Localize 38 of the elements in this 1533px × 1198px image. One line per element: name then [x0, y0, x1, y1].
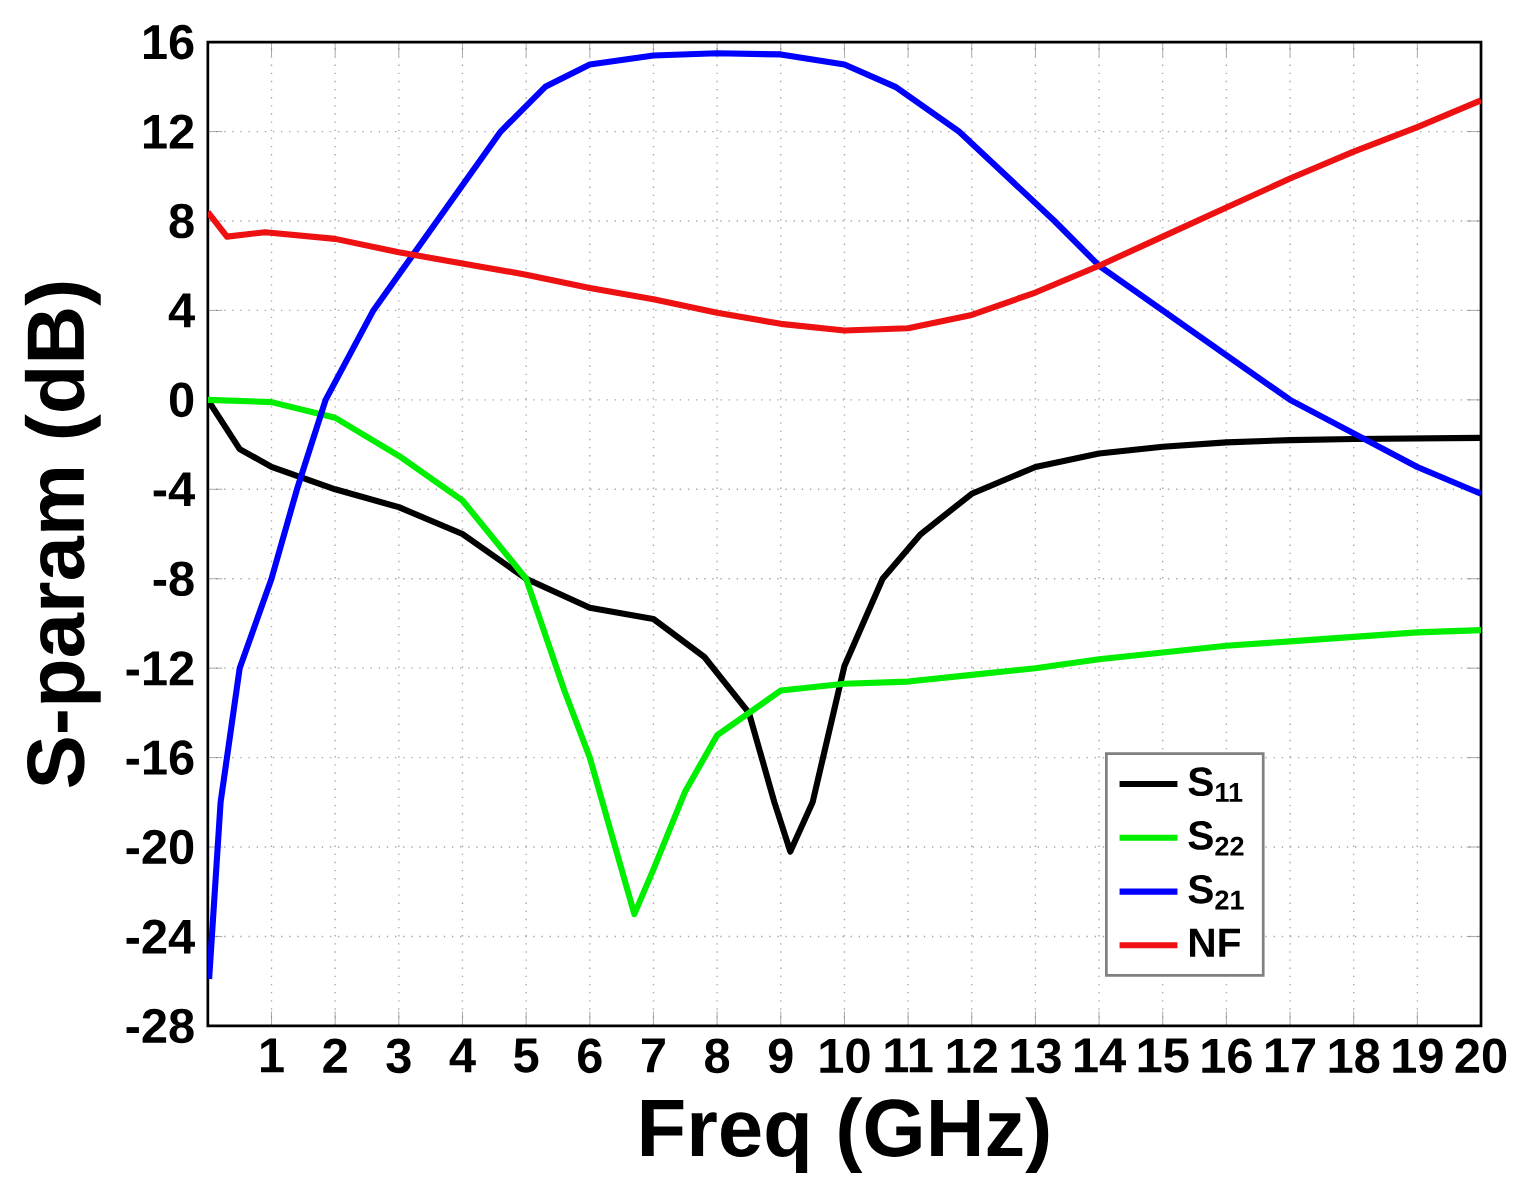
x-tick-label: 1	[261, 1038, 284, 1073]
y-tick-label: -24	[126, 919, 195, 954]
x-tick-label: 19	[1393, 1038, 1443, 1074]
legend-label: S$_{22}$	[1188, 821, 1244, 856]
y-tick-label: -12	[126, 651, 194, 686]
x-axis-title: Freq (GHz)	[641, 1097, 1049, 1174]
legend-label: NF	[1189, 928, 1240, 957]
x-tick-label: 8	[705, 1038, 730, 1074]
x-tick-label: 14	[1075, 1038, 1126, 1073]
y-tick-label: 8	[169, 203, 194, 239]
legend-label: S$_{11}$	[1188, 767, 1243, 802]
x-tick-label: 15	[1138, 1038, 1189, 1073]
y-tick-label: 0	[169, 382, 194, 418]
y-axis-title: S-param (dB)	[24, 282, 101, 788]
x-tick-label: 6	[578, 1038, 602, 1074]
y-tick-label: -20	[126, 829, 194, 865]
x-tick-label: 9	[768, 1038, 793, 1074]
x-tick-label: 17	[1265, 1038, 1316, 1073]
x-tick-label: 20	[1455, 1038, 1507, 1074]
x-tick-label: 4	[449, 1038, 476, 1073]
x-tick-label: 16	[1202, 1038, 1252, 1074]
x-tick-label: 11	[885, 1038, 933, 1073]
x-tick-label: 10	[820, 1038, 870, 1074]
y-tick-label: 4	[168, 293, 195, 328]
y-tick-label: -16	[126, 740, 194, 775]
y-tick-label: 12	[143, 114, 194, 149]
x-tick-label: 13	[1011, 1038, 1061, 1074]
x-tick-label: 5	[514, 1038, 539, 1073]
x-tick-label: 3	[386, 1038, 411, 1074]
x-tick-label: 2	[323, 1038, 347, 1073]
y-tick-label: -8	[153, 561, 194, 597]
y-tick-label: -4	[153, 472, 195, 507]
x-tick-label: 7	[641, 1038, 665, 1073]
x-tick-label: 18	[1329, 1038, 1380, 1074]
legend-label: S$_{21}$	[1188, 875, 1244, 910]
y-tick-label: 16	[143, 24, 194, 60]
y-tick-label: -28	[126, 1008, 194, 1044]
x-tick-label: 12	[947, 1038, 997, 1073]
